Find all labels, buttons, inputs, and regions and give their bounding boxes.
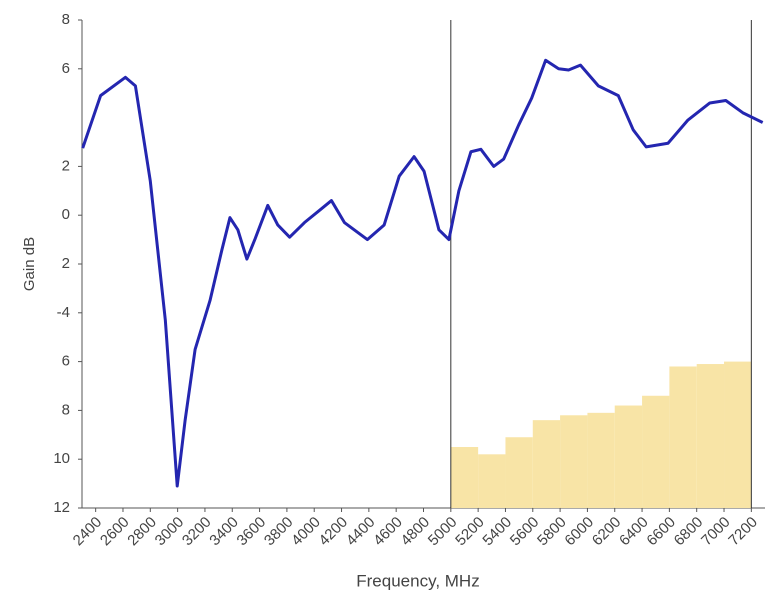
step-area-segment xyxy=(696,364,725,508)
x-tick-label: 3200 xyxy=(179,514,215,550)
step-area-segment xyxy=(505,437,533,508)
y-axis-label: Gain dB xyxy=(21,237,38,291)
step-area-segment xyxy=(669,366,697,508)
x-axis-label: Frequency, MHz xyxy=(356,571,479,590)
x-tick-label: 3400 xyxy=(206,514,242,550)
x-tick-label: 6600 xyxy=(643,514,679,550)
x-tick-label: 5600 xyxy=(507,514,543,550)
x-tick-label: 4200 xyxy=(316,514,352,550)
x-tick-label: 6400 xyxy=(616,514,652,550)
line xyxy=(81,58,764,488)
x-tick-label: 6000 xyxy=(561,514,597,550)
step-area-segment xyxy=(724,361,752,508)
x-tick-label: 4000 xyxy=(288,514,324,550)
x-tick-label: 4800 xyxy=(398,514,434,550)
x-tick-label: 7200 xyxy=(725,514,761,550)
step-area-segment xyxy=(614,405,643,508)
x-tick-label: 2800 xyxy=(124,514,160,550)
step-area-segment xyxy=(587,412,615,508)
x-tick-label: 2400 xyxy=(70,514,106,550)
x-tick-label: 4600 xyxy=(370,514,406,550)
x-tick-label: 3800 xyxy=(261,514,297,550)
x-tick-label: 4400 xyxy=(343,514,379,550)
y-tick-label: -4 xyxy=(57,304,70,321)
x-tick-label: 5000 xyxy=(425,514,461,550)
step-area-segment xyxy=(478,454,506,508)
step-area-segment xyxy=(642,395,670,508)
y-tick-label: 8 xyxy=(62,11,70,28)
x-tick-label: 5200 xyxy=(452,514,488,550)
x-tick-label: 6200 xyxy=(589,514,625,550)
y-tick-label: 8 xyxy=(62,401,70,418)
step-area-segment xyxy=(450,447,479,508)
y-tick-label: 2 xyxy=(62,157,70,174)
y-tick-label: 10 xyxy=(53,450,70,467)
y-tick-label: 2 xyxy=(62,255,70,272)
y-tick-label: 0 xyxy=(62,206,70,223)
y-tick-label: 12 xyxy=(53,499,70,516)
x-tick-label: 5800 xyxy=(534,514,570,550)
x-tick-label: 2600 xyxy=(97,514,133,550)
step-area-segment xyxy=(560,415,588,508)
x-tick-label: 3000 xyxy=(152,514,188,550)
y-tick-label: 6 xyxy=(62,60,70,77)
x-tick-label: 6800 xyxy=(671,514,707,550)
x-tick-label: 3600 xyxy=(234,514,270,550)
x-tick-label: 5400 xyxy=(479,514,515,550)
step-area-segment xyxy=(532,420,561,508)
x-tick-label: 7000 xyxy=(698,514,734,550)
y-tick-label: 6 xyxy=(62,353,70,370)
